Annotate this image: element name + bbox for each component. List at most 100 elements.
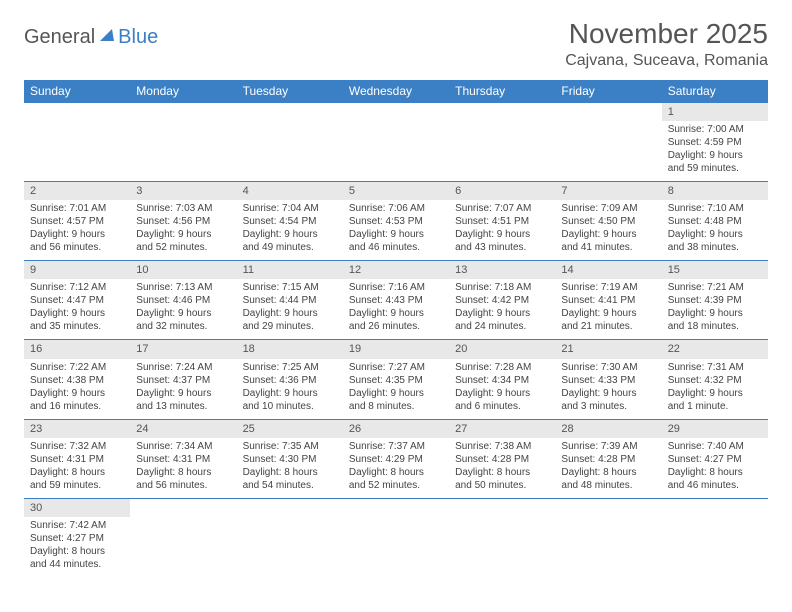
day-detail-line: and 48 minutes.	[561, 479, 655, 492]
day-detail: Sunrise: 7:25 AMSunset: 4:36 PMDaylight:…	[237, 359, 343, 420]
day-number: 18	[237, 340, 343, 359]
day-detail-line: and 16 minutes.	[30, 400, 124, 413]
day-detail: Sunrise: 7:37 AMSunset: 4:29 PMDaylight:…	[343, 438, 449, 499]
empty-cell	[237, 517, 343, 577]
day-number: 1	[662, 103, 768, 121]
day-detail-line: and 49 minutes.	[243, 241, 337, 254]
detail-row: Sunrise: 7:01 AMSunset: 4:57 PMDaylight:…	[24, 200, 768, 261]
title-block: November 2025 Cajvana, Suceava, Romania	[565, 18, 768, 70]
detail-row: Sunrise: 7:42 AMSunset: 4:27 PMDaylight:…	[24, 517, 768, 577]
day-detail-line: and 8 minutes.	[349, 400, 443, 413]
detail-row: Sunrise: 7:22 AMSunset: 4:38 PMDaylight:…	[24, 359, 768, 420]
empty-cell	[130, 517, 236, 577]
weekday-header: Monday	[130, 80, 236, 103]
day-detail-line: Daylight: 9 hours	[455, 307, 549, 320]
day-number: 29	[662, 419, 768, 438]
day-detail: Sunrise: 7:35 AMSunset: 4:30 PMDaylight:…	[237, 438, 343, 499]
day-number: 13	[449, 261, 555, 280]
day-detail: Sunrise: 7:00 AMSunset: 4:59 PMDaylight:…	[662, 121, 768, 182]
day-detail-line: Sunrise: 7:01 AM	[30, 202, 124, 215]
day-detail-line: and 52 minutes.	[349, 479, 443, 492]
day-detail-line: Sunset: 4:43 PM	[349, 294, 443, 307]
day-detail-line: Sunset: 4:41 PM	[561, 294, 655, 307]
day-detail-line: Sunset: 4:32 PM	[668, 374, 762, 387]
day-detail-line: Sunrise: 7:18 AM	[455, 281, 549, 294]
day-number: 28	[555, 419, 661, 438]
weekday-header: Tuesday	[237, 80, 343, 103]
day-detail-line: Daylight: 9 hours	[30, 307, 124, 320]
day-detail-line: Sunset: 4:36 PM	[243, 374, 337, 387]
day-detail-line: Daylight: 8 hours	[349, 466, 443, 479]
day-detail-line: Daylight: 9 hours	[455, 228, 549, 241]
day-detail: Sunrise: 7:16 AMSunset: 4:43 PMDaylight:…	[343, 279, 449, 340]
day-detail: Sunrise: 7:21 AMSunset: 4:39 PMDaylight:…	[662, 279, 768, 340]
day-number: 4	[237, 181, 343, 200]
month-title: November 2025	[565, 18, 768, 50]
day-detail-line: Sunset: 4:53 PM	[349, 215, 443, 228]
empty-cell	[555, 498, 661, 517]
day-detail-line: Sunrise: 7:07 AM	[455, 202, 549, 215]
day-detail-line: Sunset: 4:27 PM	[30, 532, 124, 545]
daynum-row: 16171819202122	[24, 340, 768, 359]
day-number: 14	[555, 261, 661, 280]
day-detail-line: Sunset: 4:27 PM	[668, 453, 762, 466]
day-detail-line: Sunset: 4:31 PM	[30, 453, 124, 466]
day-detail-line: Sunset: 4:31 PM	[136, 453, 230, 466]
day-detail-line: Sunset: 4:30 PM	[243, 453, 337, 466]
day-detail-line: Daylight: 9 hours	[455, 387, 549, 400]
day-detail-line: Sunrise: 7:34 AM	[136, 440, 230, 453]
day-detail: Sunrise: 7:09 AMSunset: 4:50 PMDaylight:…	[555, 200, 661, 261]
day-detail-line: Sunrise: 7:25 AM	[243, 361, 337, 374]
day-detail-line: and 50 minutes.	[455, 479, 549, 492]
day-detail-line: and 44 minutes.	[30, 558, 124, 571]
day-detail: Sunrise: 7:39 AMSunset: 4:28 PMDaylight:…	[555, 438, 661, 499]
daynum-row: 1	[24, 103, 768, 121]
day-detail: Sunrise: 7:18 AMSunset: 4:42 PMDaylight:…	[449, 279, 555, 340]
day-detail-line: Daylight: 8 hours	[455, 466, 549, 479]
daynum-row: 2345678	[24, 181, 768, 200]
day-detail: Sunrise: 7:19 AMSunset: 4:41 PMDaylight:…	[555, 279, 661, 340]
day-detail-line: and 59 minutes.	[668, 162, 762, 175]
day-detail-line: Sunset: 4:54 PM	[243, 215, 337, 228]
day-detail-line: and 54 minutes.	[243, 479, 337, 492]
day-detail-line: Daylight: 8 hours	[30, 466, 124, 479]
day-detail-line: Daylight: 9 hours	[136, 387, 230, 400]
day-detail-line: Daylight: 8 hours	[243, 466, 337, 479]
empty-cell	[662, 498, 768, 517]
empty-cell	[130, 498, 236, 517]
logo: General Blue	[24, 26, 158, 49]
day-detail-line: and 56 minutes.	[136, 479, 230, 492]
day-detail-line: Sunrise: 7:16 AM	[349, 281, 443, 294]
day-detail: Sunrise: 7:30 AMSunset: 4:33 PMDaylight:…	[555, 359, 661, 420]
day-number: 3	[130, 181, 236, 200]
day-detail-line: Sunset: 4:28 PM	[561, 453, 655, 466]
day-detail-line: and 35 minutes.	[30, 320, 124, 333]
day-detail-line: Daylight: 9 hours	[668, 307, 762, 320]
day-detail-line: Sunset: 4:47 PM	[30, 294, 124, 307]
day-detail-line: Sunset: 4:51 PM	[455, 215, 549, 228]
day-detail: Sunrise: 7:38 AMSunset: 4:28 PMDaylight:…	[449, 438, 555, 499]
day-detail-line: Daylight: 9 hours	[30, 387, 124, 400]
day-detail-line: Sunrise: 7:06 AM	[349, 202, 443, 215]
day-detail: Sunrise: 7:07 AMSunset: 4:51 PMDaylight:…	[449, 200, 555, 261]
day-detail-line: Sunset: 4:29 PM	[349, 453, 443, 466]
empty-cell	[130, 121, 236, 182]
day-detail-line: and 32 minutes.	[136, 320, 230, 333]
day-detail-line: Daylight: 9 hours	[668, 387, 762, 400]
day-detail-line: and 1 minute.	[668, 400, 762, 413]
empty-cell	[24, 103, 130, 121]
day-detail-line: Sunset: 4:46 PM	[136, 294, 230, 307]
day-detail-line: Sunset: 4:35 PM	[349, 374, 443, 387]
day-detail-line: Daylight: 8 hours	[136, 466, 230, 479]
day-detail-line: and 10 minutes.	[243, 400, 337, 413]
day-detail-line: Daylight: 9 hours	[561, 228, 655, 241]
day-detail-line: Sunset: 4:39 PM	[668, 294, 762, 307]
day-detail-line: Sunrise: 7:00 AM	[668, 123, 762, 136]
day-detail-line: Daylight: 9 hours	[136, 228, 230, 241]
day-detail: Sunrise: 7:24 AMSunset: 4:37 PMDaylight:…	[130, 359, 236, 420]
day-detail-line: and 46 minutes.	[349, 241, 443, 254]
day-detail-line: and 24 minutes.	[455, 320, 549, 333]
day-detail-line: Sunrise: 7:27 AM	[349, 361, 443, 374]
day-detail-line: Sunrise: 7:30 AM	[561, 361, 655, 374]
day-number: 19	[343, 340, 449, 359]
